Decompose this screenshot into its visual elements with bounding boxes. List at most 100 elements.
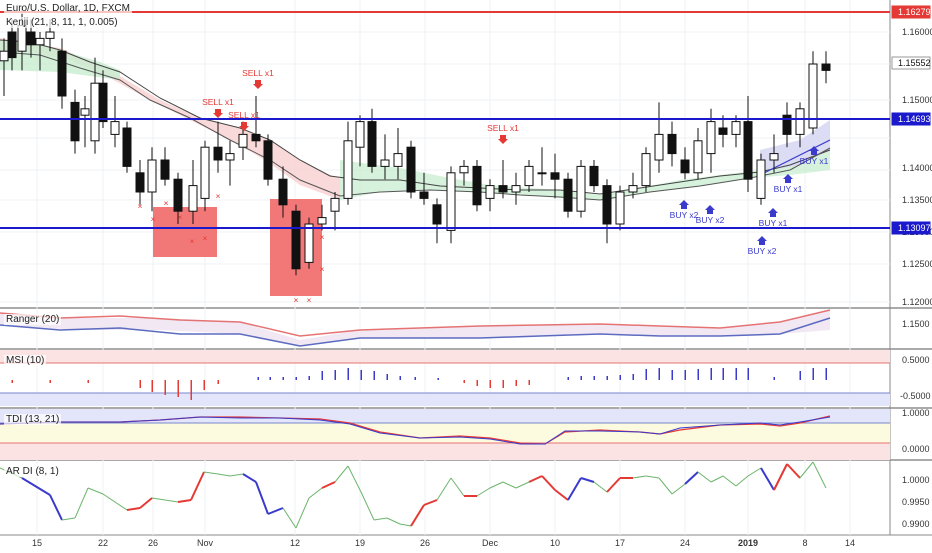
msi-histogram-bar xyxy=(580,376,582,380)
candle-up[interactable] xyxy=(808,63,818,129)
candle-up[interactable] xyxy=(769,153,779,161)
candle-up[interactable] xyxy=(35,37,45,46)
msi-histogram-bar xyxy=(49,380,51,383)
candle-up[interactable] xyxy=(537,172,547,175)
candle-up[interactable] xyxy=(731,121,741,135)
ardi-indicator-label[interactable]: AR DI (8, 1) xyxy=(4,466,61,477)
candle-up[interactable] xyxy=(485,185,495,199)
buy-arrow-icon xyxy=(757,236,767,245)
candle-down[interactable] xyxy=(472,165,482,206)
msi-histogram-bar xyxy=(347,368,349,380)
candle-down[interactable] xyxy=(743,121,753,180)
candle-down[interactable] xyxy=(160,159,170,180)
tdi-indicator-label[interactable]: TDI (13, 21) xyxy=(4,414,62,425)
candle-up[interactable] xyxy=(615,191,625,225)
candle-down[interactable] xyxy=(563,178,573,212)
candle-down[interactable] xyxy=(213,146,223,161)
candle-down[interactable] xyxy=(667,133,677,155)
candle-up[interactable] xyxy=(304,223,314,263)
msi-histogram-bar xyxy=(606,376,608,380)
candle-down[interactable] xyxy=(278,178,288,206)
candle-up[interactable] xyxy=(756,159,766,199)
candle-up[interactable] xyxy=(628,185,638,193)
candle-down[interactable] xyxy=(26,31,36,46)
ardi-axis-tick: 1.0000 xyxy=(902,475,930,485)
main-pane-bg xyxy=(0,0,890,308)
msi-histogram-bar xyxy=(502,380,504,388)
candle-up[interactable] xyxy=(393,153,403,167)
candle-down[interactable] xyxy=(263,140,273,180)
candle-up[interactable] xyxy=(795,108,805,135)
candle-up[interactable] xyxy=(641,153,651,187)
candle-up[interactable] xyxy=(576,165,586,212)
candle-up[interactable] xyxy=(330,197,340,212)
sell-arrow-icon xyxy=(253,80,263,89)
time-axis-label: 17 xyxy=(615,538,625,548)
ardi-line-segment xyxy=(255,481,269,515)
candle-up[interactable] xyxy=(147,159,157,193)
tdi-axis-tick: 0.0000 xyxy=(902,444,930,454)
candle-down[interactable] xyxy=(782,114,792,135)
candle-up[interactable] xyxy=(200,146,210,199)
candle-up[interactable] xyxy=(693,140,703,174)
candle-down[interactable] xyxy=(498,185,508,193)
msi-histogram-bar xyxy=(87,380,89,383)
candle-up[interactable] xyxy=(355,121,365,148)
candle-down[interactable] xyxy=(821,63,831,71)
candle-up[interactable] xyxy=(380,159,390,167)
kenji-indicator-label[interactable]: Kenji (21, 8, 11, 1, 0.005) xyxy=(4,17,120,28)
candle-down[interactable] xyxy=(680,159,690,174)
candle-up[interactable] xyxy=(511,185,521,193)
cross-marker-icon: × xyxy=(216,191,221,201)
candle-down[interactable] xyxy=(70,101,80,142)
candle-up[interactable] xyxy=(80,108,90,116)
msi-histogram-bar xyxy=(11,380,13,383)
msi-indicator-label[interactable]: MSI (10) xyxy=(4,355,47,366)
candle-up[interactable] xyxy=(45,31,55,39)
candle-down[interactable] xyxy=(291,210,301,270)
candle-down[interactable] xyxy=(173,178,183,212)
candle-up[interactable] xyxy=(0,50,9,62)
candle-down[interactable] xyxy=(7,31,17,59)
msi-lower-zone xyxy=(0,393,890,406)
candle-up[interactable] xyxy=(343,140,353,199)
msi-histogram-bar xyxy=(515,380,517,386)
candle-down[interactable] xyxy=(602,185,612,225)
candle-down[interactable] xyxy=(367,121,377,167)
candle-down[interactable] xyxy=(57,50,67,97)
candle-down[interactable] xyxy=(135,172,145,193)
candle-up[interactable] xyxy=(459,165,469,174)
candle-up[interactable] xyxy=(238,133,248,148)
ardi-line-segment xyxy=(347,465,362,493)
candle-down[interactable] xyxy=(406,146,416,193)
ardi-line-segment xyxy=(74,487,89,519)
candle-down[interactable] xyxy=(122,127,132,167)
ardi-line-segment xyxy=(229,473,244,477)
ardi-line-segment xyxy=(151,497,166,501)
ardi-line-segment xyxy=(139,497,153,509)
price-flag-blue-lower-bg xyxy=(891,221,931,235)
candle-down[interactable] xyxy=(550,172,560,180)
cross-marker-icon: × xyxy=(320,264,325,274)
candle-down[interactable] xyxy=(98,82,108,123)
candle-down[interactable] xyxy=(419,191,429,199)
candle-up[interactable] xyxy=(654,133,664,161)
candle-up[interactable] xyxy=(706,121,716,155)
candle-up[interactable] xyxy=(17,25,27,52)
candle-up[interactable] xyxy=(446,172,456,231)
candle-up[interactable] xyxy=(225,153,235,161)
candle-up[interactable] xyxy=(110,121,120,135)
msi-histogram-bar xyxy=(190,380,192,400)
candle-down[interactable] xyxy=(589,165,599,187)
candle-down[interactable] xyxy=(432,204,442,225)
candle-up[interactable] xyxy=(90,82,100,142)
msi-histogram-bar xyxy=(645,369,647,380)
candle-up[interactable] xyxy=(524,165,534,187)
ranger-indicator-label[interactable]: Ranger (20) xyxy=(4,314,62,325)
candle-up[interactable] xyxy=(317,217,327,225)
candle-down[interactable] xyxy=(718,127,728,135)
candle-down[interactable] xyxy=(251,133,261,142)
candle-up[interactable] xyxy=(188,185,198,212)
